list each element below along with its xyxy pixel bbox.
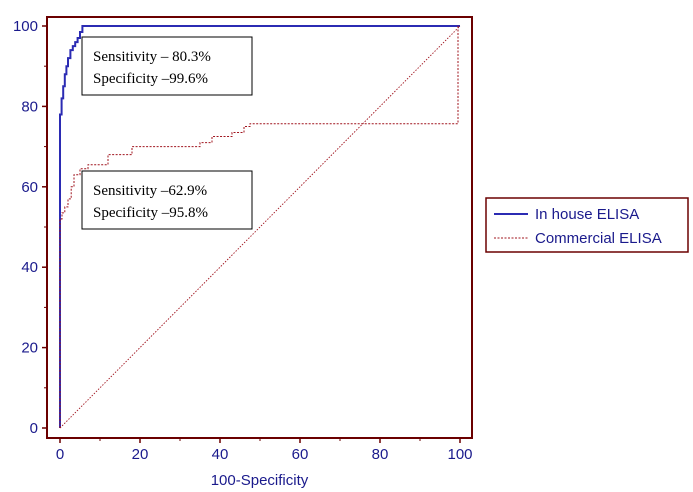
legend: In house ELISA Commercial ELISA	[485, 197, 689, 253]
axis-ticks: 0 20 40 60 80 100 0 20 40 60 80 100	[13, 18, 473, 463]
series-group	[59, 25, 461, 429]
annotation-in-house-sensitivity: Sensitivity – 80.3%	[93, 49, 211, 65]
y-tick-label: 20	[21, 340, 38, 357]
x-tick-label: 100	[447, 446, 472, 463]
y-tick-label: 100	[13, 18, 38, 35]
y-tick-label: 80	[21, 98, 38, 115]
x-tick-label: 0	[56, 446, 64, 463]
y-tick-label: 40	[21, 259, 38, 276]
annotation-commercial-sensitivity: Sensitivity –62.9%	[93, 183, 207, 199]
y-tick-label: 60	[21, 179, 38, 196]
commercial-elisa-line	[59, 25, 460, 428]
x-tick-label: 60	[292, 446, 309, 463]
y-tick-label: 0	[30, 420, 38, 437]
x-tick-label: 20	[132, 446, 149, 463]
x-axis-label: 100-Specificity	[211, 472, 309, 489]
in-house-elisa-line	[59, 25, 460, 428]
annotation-box-in-house: Sensitivity – 80.3% Specificity –99.6%	[81, 36, 253, 96]
annotation-in-house-specificity: Specificity –99.6%	[93, 71, 208, 87]
annotation-commercial-specificity: Specificity –95.8%	[93, 205, 208, 221]
x-tick-label: 80	[372, 446, 389, 463]
annotation-box-commercial: Sensitivity –62.9% Specificity –95.8%	[81, 170, 253, 230]
legend-label-in-house: In house ELISA	[535, 206, 639, 223]
x-tick-label: 40	[212, 446, 229, 463]
legend-label-commercial: Commercial ELISA	[535, 230, 662, 247]
